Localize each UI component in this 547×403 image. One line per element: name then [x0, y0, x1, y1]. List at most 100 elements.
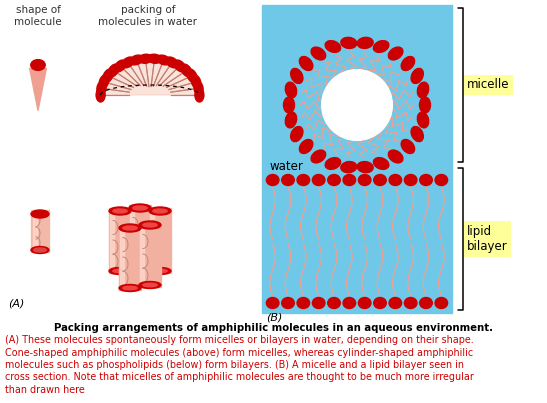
- Ellipse shape: [166, 57, 178, 68]
- Ellipse shape: [420, 97, 430, 113]
- Ellipse shape: [401, 56, 415, 71]
- Ellipse shape: [119, 224, 141, 232]
- Text: cross section. Note that micelles of amphiphilic molecules are thought to be muc: cross section. Note that micelles of amp…: [5, 372, 474, 382]
- Ellipse shape: [417, 82, 429, 98]
- Ellipse shape: [401, 139, 415, 154]
- Ellipse shape: [328, 174, 340, 185]
- Ellipse shape: [123, 286, 137, 290]
- Ellipse shape: [420, 174, 432, 185]
- Text: lipid
bilayer: lipid bilayer: [467, 225, 508, 253]
- Text: molecules such as phospholipids (below) form bilayers. (B) A micelle and a lipid: molecules such as phospholipids (below) …: [5, 360, 464, 370]
- Ellipse shape: [388, 47, 403, 60]
- Ellipse shape: [191, 75, 201, 89]
- Ellipse shape: [139, 282, 161, 289]
- Ellipse shape: [103, 69, 113, 83]
- Ellipse shape: [290, 69, 303, 83]
- Ellipse shape: [153, 269, 167, 273]
- Ellipse shape: [282, 174, 294, 185]
- Ellipse shape: [435, 297, 447, 309]
- Polygon shape: [30, 68, 46, 110]
- Bar: [149, 208, 171, 273]
- Ellipse shape: [283, 97, 294, 113]
- Text: shape of
molecule: shape of molecule: [14, 5, 62, 27]
- Ellipse shape: [297, 174, 310, 185]
- Ellipse shape: [435, 174, 447, 185]
- Ellipse shape: [266, 174, 279, 185]
- Ellipse shape: [328, 297, 340, 309]
- Text: packing of
molecules in water: packing of molecules in water: [98, 5, 197, 27]
- Ellipse shape: [325, 41, 341, 52]
- Text: Packing arrangements of amphiphilic molecules in an aqueous environment.: Packing arrangements of amphiphilic mole…: [54, 323, 493, 333]
- Ellipse shape: [341, 162, 357, 172]
- Ellipse shape: [374, 297, 386, 309]
- Ellipse shape: [97, 81, 106, 95]
- Bar: [129, 205, 151, 270]
- Ellipse shape: [153, 209, 167, 213]
- Bar: [140, 222, 144, 287]
- Ellipse shape: [143, 283, 157, 287]
- Ellipse shape: [31, 60, 45, 71]
- Ellipse shape: [299, 56, 313, 71]
- Ellipse shape: [109, 268, 131, 274]
- Ellipse shape: [99, 75, 109, 89]
- Text: (B): (B): [266, 312, 282, 322]
- Ellipse shape: [129, 204, 151, 212]
- Ellipse shape: [121, 57, 135, 68]
- Ellipse shape: [34, 248, 46, 252]
- Ellipse shape: [282, 297, 294, 309]
- Ellipse shape: [343, 297, 356, 309]
- Ellipse shape: [149, 268, 171, 274]
- Text: than drawn here: than drawn here: [5, 385, 85, 395]
- Text: (A): (A): [8, 298, 25, 308]
- Bar: [109, 208, 131, 273]
- Ellipse shape: [139, 221, 161, 229]
- Ellipse shape: [358, 297, 371, 309]
- Ellipse shape: [311, 47, 325, 60]
- Ellipse shape: [149, 207, 171, 215]
- Ellipse shape: [195, 88, 204, 102]
- Bar: [130, 205, 134, 270]
- Ellipse shape: [286, 112, 296, 128]
- Ellipse shape: [420, 297, 432, 309]
- Ellipse shape: [108, 64, 119, 77]
- Ellipse shape: [129, 264, 151, 272]
- Text: Cone-shaped amphiphilic molecules (above) form micelles, whereas cylinder-shaped: Cone-shaped amphiphilic molecules (above…: [5, 347, 473, 357]
- Ellipse shape: [343, 174, 356, 185]
- Ellipse shape: [417, 112, 429, 128]
- Ellipse shape: [114, 60, 126, 72]
- Ellipse shape: [374, 174, 386, 185]
- Ellipse shape: [389, 174, 401, 185]
- Ellipse shape: [187, 69, 197, 83]
- Bar: [31, 210, 49, 252]
- Polygon shape: [101, 58, 200, 95]
- Ellipse shape: [123, 226, 137, 230]
- Ellipse shape: [181, 64, 192, 77]
- Ellipse shape: [174, 60, 185, 72]
- Text: micelle: micelle: [467, 79, 509, 91]
- Ellipse shape: [31, 247, 49, 253]
- Ellipse shape: [388, 150, 403, 163]
- Bar: [150, 208, 154, 273]
- Ellipse shape: [404, 297, 417, 309]
- Ellipse shape: [96, 88, 105, 102]
- Ellipse shape: [312, 297, 325, 309]
- Ellipse shape: [109, 207, 131, 215]
- Ellipse shape: [404, 174, 417, 185]
- Bar: [110, 208, 114, 273]
- Bar: [119, 225, 141, 290]
- Bar: [139, 222, 161, 287]
- Ellipse shape: [389, 297, 401, 309]
- Ellipse shape: [157, 55, 170, 65]
- Bar: [120, 225, 124, 290]
- Ellipse shape: [357, 37, 373, 48]
- Ellipse shape: [143, 223, 157, 227]
- Ellipse shape: [411, 127, 423, 141]
- Ellipse shape: [341, 37, 357, 48]
- Ellipse shape: [311, 150, 325, 163]
- Ellipse shape: [113, 209, 127, 213]
- Ellipse shape: [357, 162, 373, 172]
- Ellipse shape: [194, 81, 203, 95]
- Ellipse shape: [358, 174, 371, 185]
- Ellipse shape: [374, 41, 389, 52]
- Ellipse shape: [148, 54, 161, 63]
